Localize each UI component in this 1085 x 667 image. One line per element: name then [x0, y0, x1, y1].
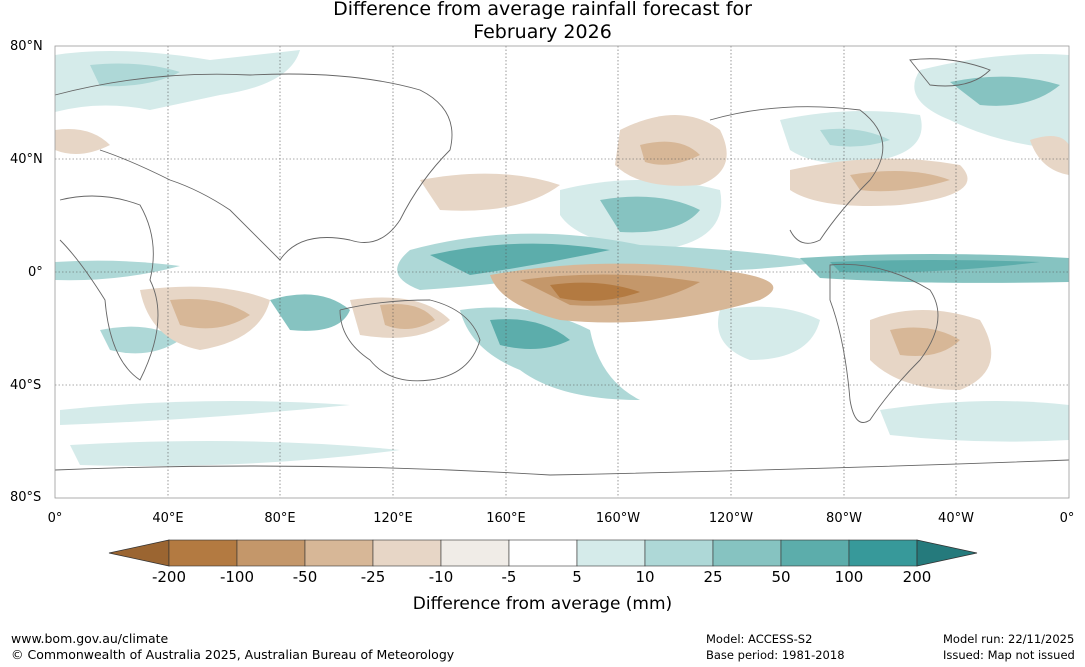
colorbar-swatch: [236, 539, 306, 567]
graticule: [55, 46, 1069, 498]
rainfall-anomaly-field: [55, 50, 1069, 466]
colorbar-tick-label: -50: [292, 568, 318, 586]
lon-label-80e: 80°E: [264, 511, 296, 526]
lat-label-0: 0°: [28, 265, 43, 280]
footer-model: Model: ACCESS-S2: [706, 632, 813, 646]
footer-website: www.bom.gov.au/climate: [11, 631, 169, 646]
footer-issued: Issued: Map not issued: [943, 648, 1075, 662]
map-title-line2: February 2026: [473, 21, 612, 43]
lon-label-0-west: 0°: [47, 511, 63, 526]
lat-label-80s: 80°S: [10, 490, 42, 505]
lat-label-80n: 80°N: [10, 39, 43, 54]
colorbar-tick-label: 100: [834, 568, 864, 586]
footer-base-period: Base period: 1981-2018: [706, 648, 845, 662]
colorbar-swatch: [576, 539, 646, 567]
colorbar-swatch: [644, 539, 714, 567]
colorbar-tick-label: -10: [428, 568, 454, 586]
colorbar-tick-label: 5: [572, 568, 582, 586]
map-title-line1: Difference from average rainfall forecas…: [333, 0, 752, 20]
colorbar-title: Difference from average (mm): [412, 594, 673, 614]
colorbar-tick-label: 200: [902, 568, 932, 586]
colorbar-tick-label: -5: [501, 568, 517, 586]
lon-label-120w: 120°W: [708, 511, 754, 526]
colorbar-swatch: [780, 539, 850, 567]
lat-label-40s: 40°S: [10, 378, 42, 393]
colorbar-tick-label: -200: [151, 568, 187, 586]
colorbar-swatch: [508, 539, 578, 567]
coastlines: [54, 58, 1070, 476]
lon-label-40e: 40°E: [152, 511, 184, 526]
lon-label-40w: 40°W: [938, 511, 974, 526]
colorbar-swatch: [848, 539, 918, 567]
colorbar-swatch: [440, 539, 510, 567]
lon-label-80w: 80°W: [826, 511, 862, 526]
colorbar-extend-high: [916, 539, 978, 567]
map-frame: [54, 45, 1070, 499]
footer-copyright: © Commonwealth of Australia 2025, Austra…: [11, 647, 455, 662]
colorbar-tick-label: 25: [703, 568, 723, 586]
lon-label-160w: 160°W: [595, 511, 641, 526]
lon-label-120e: 120°E: [373, 511, 413, 526]
colorbar-tick-label: -100: [219, 568, 255, 586]
colorbar-tick-label: -25: [360, 568, 386, 586]
colorbar-extend-low: [108, 539, 170, 567]
colorbar-swatch: [712, 539, 782, 567]
lon-label-160e: 160°E: [486, 511, 526, 526]
lat-label-40n: 40°N: [10, 152, 43, 167]
colorbar-tick-label: 10: [635, 568, 655, 586]
colorbar-swatch: [372, 539, 442, 567]
colorbar-swatch: [168, 539, 238, 567]
colorbar-swatch: [304, 539, 374, 567]
lon-label-0-east: 0°: [1059, 511, 1075, 526]
colorbar: [108, 539, 978, 567]
footer-model-run: Model run: 22/11/2025: [943, 632, 1075, 646]
colorbar-tick-label: 50: [771, 568, 791, 586]
